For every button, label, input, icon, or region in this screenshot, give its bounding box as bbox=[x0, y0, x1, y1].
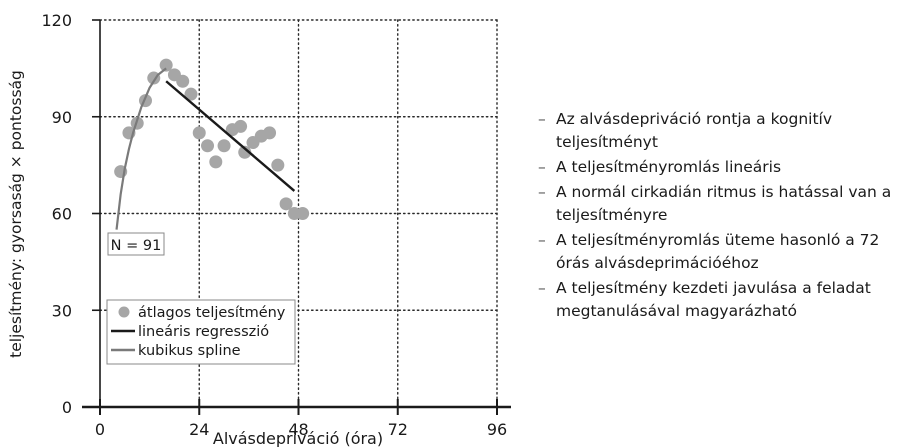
bullet-dash: – bbox=[538, 110, 546, 128]
x-tick-label: 96 bbox=[487, 420, 507, 439]
data-point bbox=[234, 119, 248, 133]
x-tick-label: 72 bbox=[388, 420, 408, 439]
annotation: N = 91 bbox=[107, 232, 165, 256]
bullet-dash: – bbox=[538, 183, 546, 201]
legend-box bbox=[106, 299, 296, 365]
data-point bbox=[217, 139, 231, 153]
bullet-item: – A teljesítményromlás lineáris bbox=[538, 156, 900, 179]
bullet-text: A normál cirkadián ritmus is hatással va… bbox=[556, 183, 892, 224]
chart: 0 30 60 90 120 0 24 48 72 96 Alvásdepriváció (óra)… bbox=[7, 11, 511, 447]
data-point bbox=[176, 74, 190, 88]
data-point bbox=[192, 126, 206, 140]
data-point bbox=[209, 155, 223, 169]
data-point bbox=[201, 139, 215, 153]
data-point bbox=[271, 158, 285, 172]
annotation-label: N = 91 bbox=[111, 238, 162, 254]
annotation-box bbox=[107, 232, 165, 256]
legend-label: átlagos teljesítmény bbox=[138, 305, 286, 321]
bullet-item: – Az alvásdepriváció rontja a kognitív te… bbox=[538, 108, 900, 154]
y-tick-label: 60 bbox=[52, 205, 72, 224]
data-point bbox=[238, 145, 252, 159]
bullet-text: A teljesítményromlás üteme hasonló a 72 … bbox=[556, 231, 880, 272]
x-axis-title: Alvásdepriváció (óra) bbox=[213, 429, 383, 447]
legend-label: lineáris regresszió bbox=[138, 324, 269, 340]
y-tick-label: 120 bbox=[41, 11, 72, 30]
bullet-text: Az alvásdepriváció rontja a kognitív tel… bbox=[556, 110, 833, 151]
bullet-dash: – bbox=[538, 231, 546, 249]
data-point bbox=[184, 87, 198, 101]
bullet-dash: – bbox=[538, 279, 546, 297]
x-tick-label: 24 bbox=[189, 420, 209, 439]
bullet-text: A teljesítményromlás lineáris bbox=[556, 158, 782, 176]
legend-label: kubikus spline bbox=[138, 343, 241, 359]
legend-marker bbox=[118, 306, 130, 318]
data-point bbox=[263, 126, 277, 140]
bullet-dash: – bbox=[538, 158, 546, 176]
y-axis-title: teljesítmény: gyorsaság × pontosság bbox=[7, 70, 25, 358]
y-tick-label: 30 bbox=[52, 301, 72, 320]
y-tick-label: 90 bbox=[52, 108, 72, 127]
bullet-item: – A normál cirkadián ritmus is hatással v… bbox=[538, 181, 900, 227]
series-layer bbox=[114, 58, 310, 230]
x-tick-label: 0 bbox=[95, 420, 105, 439]
axes: 0 30 60 90 120 0 24 48 72 96 Alvásdepriváció (óra)… bbox=[7, 11, 511, 447]
bullet-item: – A teljesítményromlás üteme hasonló a 72… bbox=[538, 229, 900, 275]
bullet-list: – Az alvásdepriváció rontja a kognitív te… bbox=[538, 108, 900, 325]
bullet-text: A teljesítmény kezdeti javulása a felada… bbox=[556, 279, 871, 320]
data-point bbox=[159, 58, 173, 72]
y-tick-label: 0 bbox=[62, 398, 72, 417]
legend: átlagos teljesítmény lineáris regresszió k… bbox=[106, 299, 296, 365]
bullet-item: – A teljesítmény kezdeti javulása a felad… bbox=[538, 277, 900, 323]
x-tick-label: 48 bbox=[288, 420, 308, 439]
data-point bbox=[296, 207, 310, 220]
spline-curve bbox=[115, 67, 167, 230]
data-point bbox=[279, 197, 293, 211]
regression-line bbox=[165, 80, 296, 192]
